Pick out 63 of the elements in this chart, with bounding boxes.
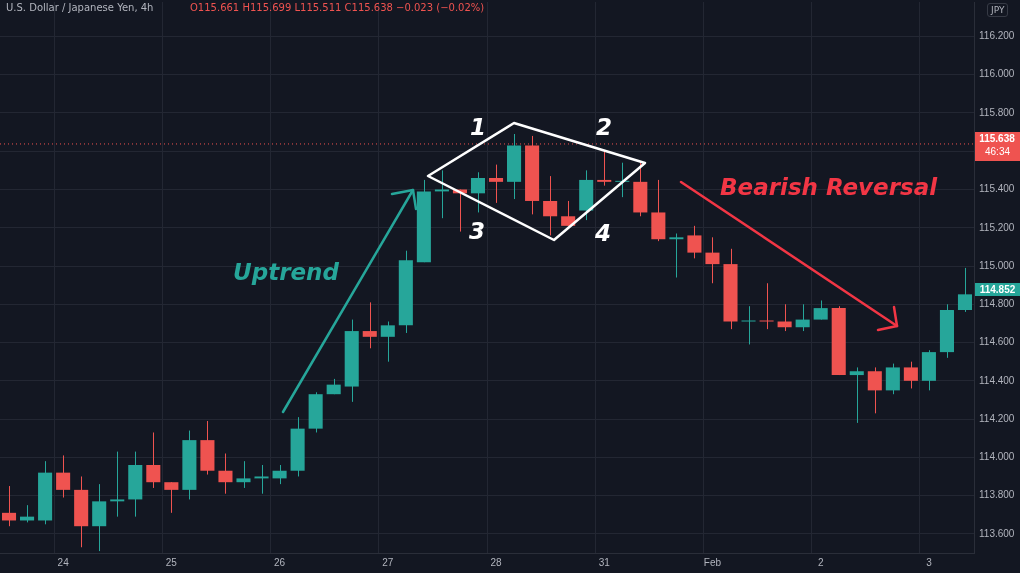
y-tick-label: 116.200 xyxy=(979,30,1015,42)
x-tick-label: 26 xyxy=(274,556,286,568)
y-tick-label: 114.000 xyxy=(979,451,1015,463)
x-tick-label: 25 xyxy=(165,556,178,568)
candlestick xyxy=(669,233,684,278)
y-tick-label: 113.600 xyxy=(979,527,1015,539)
ref-line-label: 115.638 xyxy=(979,132,1016,144)
x-tick-label: 24 xyxy=(57,556,70,568)
candlestick xyxy=(759,282,774,330)
x-tick-label: 28 xyxy=(490,556,503,568)
candlestick xyxy=(597,150,612,187)
annotation: 4 xyxy=(595,220,612,246)
candlestick xyxy=(56,454,71,499)
y-tick-label: 114.400 xyxy=(979,374,1015,386)
candlestick xyxy=(434,169,449,219)
x-tick-label: 2 xyxy=(817,556,824,568)
y-tick-label: 114.600 xyxy=(979,336,1015,348)
candlestick xyxy=(236,460,251,489)
y-tick-label: 114.200 xyxy=(979,412,1015,424)
y-tick-label: 115.000 xyxy=(979,259,1015,271)
text: 114.852 xyxy=(975,283,1020,296)
y-tick-label: 113.800 xyxy=(979,489,1015,501)
candlestick xyxy=(885,363,900,395)
annotation: 3 xyxy=(469,218,486,244)
candlestick xyxy=(164,481,179,514)
y-tick-label: 115.200 xyxy=(979,221,1015,233)
candlestick xyxy=(146,431,161,489)
candlestick xyxy=(849,366,864,424)
candlestick xyxy=(687,225,702,259)
candlestick xyxy=(218,453,233,495)
x-tick-label: Feb xyxy=(703,556,722,568)
candlestick xyxy=(470,171,486,213)
text: 46:34 xyxy=(985,146,1011,158)
x-tick-label: 31 xyxy=(598,556,611,568)
candlestick xyxy=(488,164,504,204)
x-tick-label: 27 xyxy=(382,556,394,568)
annotation: 1 xyxy=(470,114,487,140)
x-tick-label: 3 xyxy=(926,556,933,568)
y-tick-label: 116.000 xyxy=(979,68,1015,80)
annotation: Bearish Reversal xyxy=(720,174,938,200)
candlestick xyxy=(903,361,918,389)
candlestick xyxy=(741,305,756,345)
candlestick xyxy=(705,236,720,284)
chart-subtitle: O115.661 H115.699 L115.511 C115.638 −0.023 (−0.02%) xyxy=(190,2,485,13)
y-tick-label: 114.800 xyxy=(979,298,1015,310)
candlestick xyxy=(867,366,882,414)
candlestick xyxy=(813,299,828,321)
candlestick xyxy=(254,464,269,495)
candlestick xyxy=(957,267,973,313)
y-tick-label: 115.800 xyxy=(979,106,1015,118)
candlestick xyxy=(561,200,576,227)
candlestick xyxy=(380,321,395,363)
candlestick xyxy=(795,303,810,332)
chart-title: U.S. Dollar / Japanese Yen, 4h xyxy=(6,2,154,13)
candlestick xyxy=(110,451,125,518)
candlestick xyxy=(362,301,377,349)
candlestick xyxy=(272,464,287,485)
candlestick xyxy=(543,175,558,236)
y-tick-label: 115.400 xyxy=(979,183,1015,195)
y-axis-title: JPY xyxy=(987,3,1009,17)
annotation: Uptrend xyxy=(233,259,339,285)
candlestick xyxy=(1,485,17,527)
annotation: 2 xyxy=(596,114,613,140)
